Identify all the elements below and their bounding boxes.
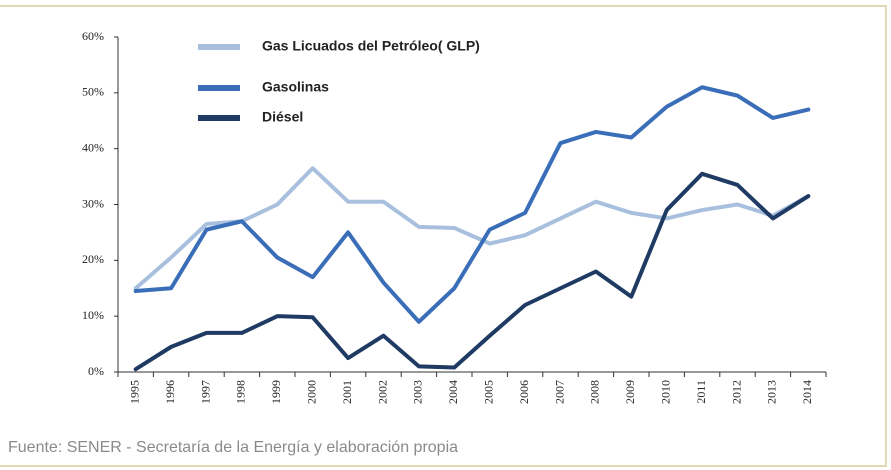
- series-line: [133, 166, 811, 291]
- x-tick-label: 2006: [517, 380, 531, 404]
- x-tick-label: 2009: [623, 380, 637, 404]
- x-tick-label: 1996: [163, 380, 177, 404]
- x-tick-label: 2007: [552, 380, 566, 404]
- y-tick-label: 40%: [82, 140, 104, 154]
- legend-label: Gas Licuados del Petróleo( GLP): [262, 38, 480, 54]
- frame: [0, 5, 887, 467]
- x-tick-label: 1995: [127, 380, 141, 404]
- x-tick-label: 2005: [481, 380, 495, 404]
- x-tick-label: 2008: [588, 380, 602, 404]
- y-tick-label: 60%: [82, 29, 104, 43]
- x-tick-label: 2003: [411, 380, 425, 404]
- x-tick-label: 2004: [446, 380, 460, 404]
- source: Fuente: SENER - Secretaría de la Energía…: [8, 439, 458, 456]
- y-tick-label: 20%: [82, 252, 104, 266]
- x-tick-label: 2013: [765, 380, 779, 404]
- x-tick-label: 1997: [198, 380, 212, 404]
- legend-label: Diésel: [262, 109, 303, 125]
- legend-label: Gasolinas: [262, 79, 329, 95]
- x-tick-label: 2010: [658, 380, 672, 404]
- x-tick-label: 2001: [340, 380, 354, 404]
- x-tick-label: 2011: [694, 380, 708, 404]
- x-tick-label: 2002: [375, 380, 389, 404]
- series-line: [133, 171, 811, 372]
- y-tick-label: 30%: [82, 196, 104, 210]
- y-tick-label: 0%: [88, 364, 104, 378]
- x-tick-label: 1998: [234, 380, 248, 404]
- x-tick-label: 2012: [729, 380, 743, 404]
- y-tick-label: 10%: [82, 308, 104, 322]
- y-tick-label: 50%: [82, 85, 104, 99]
- x-tick-label: 2000: [304, 380, 318, 404]
- x-tick-label: 2014: [800, 380, 814, 404]
- x-tick-label: 1999: [269, 380, 283, 404]
- series-line: [133, 85, 811, 324]
